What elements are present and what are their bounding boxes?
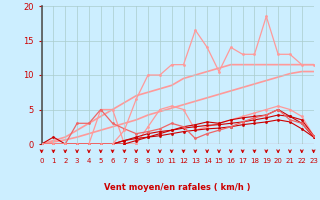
X-axis label: Vent moyen/en rafales ( km/h ): Vent moyen/en rafales ( km/h ) [104,183,251,192]
